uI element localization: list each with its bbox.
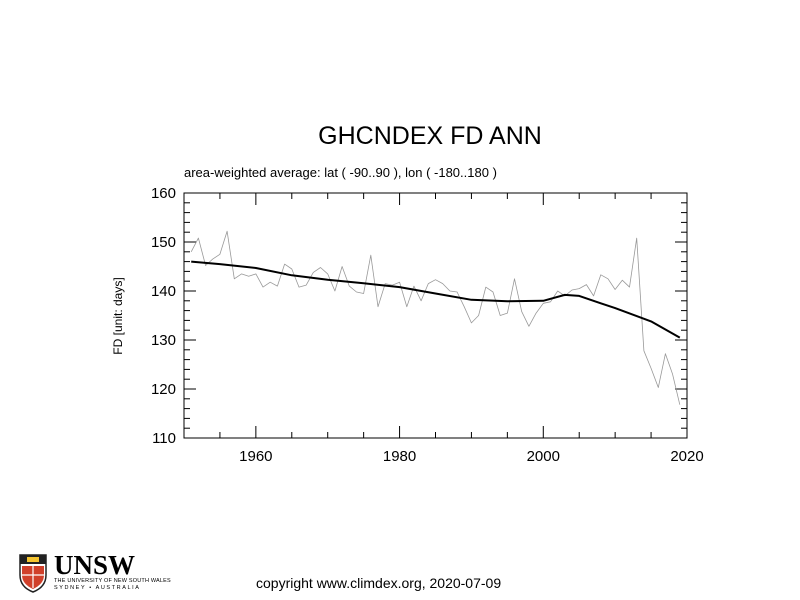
unsw-crest-icon <box>19 554 47 593</box>
y-tick-label: 130 <box>151 332 176 349</box>
chart-title: GHCNDEX FD ANN <box>318 122 542 150</box>
plot-frame <box>183 192 688 439</box>
plot-series <box>190 230 681 405</box>
chart-subtitle: area-weighted average: lat ( -90..90 ), … <box>184 165 497 180</box>
trend-line <box>191 260 681 339</box>
x-tick-label: 1960 <box>239 448 272 465</box>
y-tick-label: 150 <box>151 234 176 251</box>
x-tick-label: 2000 <box>527 448 560 465</box>
logo-university-name: THE UNIVERSITY OF NEW SOUTH WALES <box>54 578 171 584</box>
y-tick-label: 110 <box>152 430 176 447</box>
y-tick-label: 140 <box>151 283 176 300</box>
x-tick-label: 1980 <box>383 448 416 465</box>
unsw-logo <box>18 553 148 593</box>
logo-location: SYDNEY • AUSTRALIA <box>54 585 141 591</box>
annual-series-line <box>190 230 681 405</box>
x-tick-label: 2020 <box>670 448 703 465</box>
y-tick-label: 160 <box>151 185 176 202</box>
axis-ticks: 1960 1980 2000 2020 110 120 130 140 150 160 <box>151 185 704 465</box>
logo-wordmark: UNSW <box>54 550 136 580</box>
y-axis-label: FD [unit: days] <box>111 277 125 354</box>
copyright-text: copyright www.climdex.org, 2020-07-09 <box>256 575 502 591</box>
y-tick-label: 120 <box>151 381 176 398</box>
